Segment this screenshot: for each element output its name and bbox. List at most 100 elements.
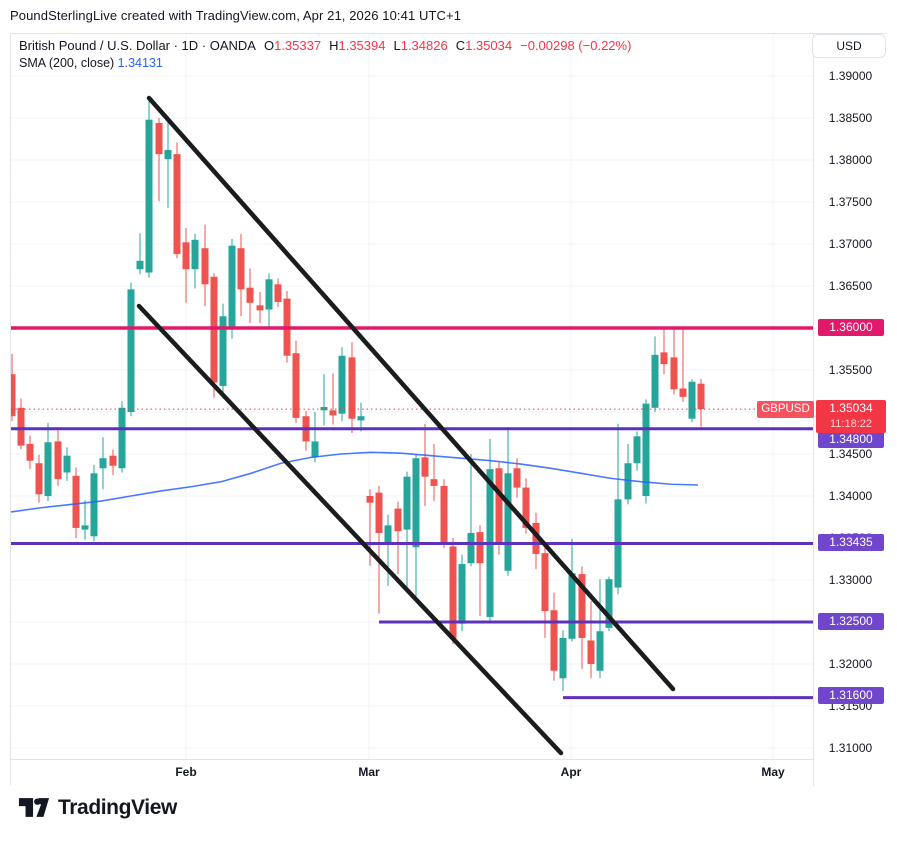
candle (164, 149, 172, 160)
legend-indicator-row: SMA (200, close) 1.34131 (19, 55, 631, 71)
ohlc-open: O1.35337 (263, 38, 322, 53)
month-label-Apr[interactable]: Apr (560, 765, 582, 779)
candle (127, 289, 135, 412)
candle (495, 468, 503, 544)
candle (182, 242, 190, 270)
sma-200-line[interactable] (11, 451, 699, 513)
month-label-Feb[interactable]: Feb (175, 765, 197, 779)
candle (320, 406, 328, 411)
candle (458, 564, 466, 624)
candle (688, 381, 696, 419)
candle (375, 492, 383, 533)
current-price-value: 1.35034 (829, 401, 873, 415)
candle (532, 522, 540, 554)
candle (559, 637, 567, 679)
candle (329, 410, 337, 416)
price-tick: 1.38000 (828, 153, 873, 167)
candle (136, 260, 144, 270)
candle (403, 476, 411, 530)
tradingview-logo[interactable]: TradingView (18, 795, 177, 820)
candle (54, 441, 62, 480)
candle (384, 525, 392, 543)
candle (145, 119, 153, 273)
level-badge-1.34800: 1.34800 (818, 431, 884, 448)
candle (246, 287, 254, 303)
candle (90, 473, 98, 537)
indicator-title[interactable]: SMA (200, close) (19, 56, 115, 70)
price-tick: 1.36500 (828, 279, 873, 293)
candle (11, 374, 16, 417)
candle (155, 123, 163, 155)
candle (311, 441, 319, 458)
candle (642, 403, 650, 496)
symbol-price-tag: GBPUSD (757, 401, 814, 418)
candle (348, 357, 356, 419)
level-badge-1.36000: 1.36000 (818, 319, 884, 336)
candle (26, 443, 34, 461)
tradingview-mark-icon (18, 798, 50, 817)
symbol-title[interactable]: British Pound / U.S. Dollar · 1D · OANDA (19, 38, 256, 53)
candlestick-chart (11, 34, 813, 759)
current-price-badge: 1.35034 11:18:22 (816, 400, 886, 433)
indicator-value: 1.34131 (117, 56, 163, 70)
candle (605, 579, 613, 628)
change-value: −0.00298 (−0.22%) (520, 38, 632, 53)
attribution-header: PoundSterlingLive created with TradingVi… (10, 8, 462, 23)
price-tick: 1.39000 (828, 69, 873, 83)
candle (596, 631, 604, 671)
ohlc-low: L1.34826 (393, 38, 448, 53)
price-tick: 1.33000 (828, 573, 873, 587)
chart-frame: British Pound / U.S. Dollar · 1D · OANDA… (10, 33, 887, 786)
candle (670, 357, 678, 390)
candle (366, 496, 374, 503)
candle (651, 354, 659, 408)
time-axis[interactable]: Feb Mar Apr May (11, 759, 813, 785)
candle (394, 508, 402, 532)
candle (578, 574, 586, 638)
candle (17, 407, 25, 446)
candle (173, 154, 181, 255)
level-badge-1.31600: 1.31600 (818, 687, 884, 704)
price-tick: 1.34500 (828, 447, 873, 461)
candle (81, 525, 89, 530)
candle (338, 355, 346, 414)
tradingview-wordmark: TradingView (58, 795, 177, 819)
candle (63, 455, 71, 473)
candle (228, 245, 236, 329)
candle (522, 487, 530, 528)
level-badge-1.33435: 1.33435 (818, 534, 884, 551)
candle (697, 383, 705, 410)
candle (109, 455, 117, 466)
candle (587, 640, 595, 664)
candle (357, 416, 365, 421)
candle (541, 553, 549, 612)
candle (550, 610, 558, 671)
channel-upper-trendline[interactable] (146, 95, 676, 692)
candle (440, 485, 448, 543)
channel-lower-trendline[interactable] (136, 303, 564, 756)
price-pane[interactable]: British Pound / U.S. Dollar · 1D · OANDA… (11, 34, 813, 759)
candle (624, 463, 632, 500)
candle (467, 532, 475, 564)
candle (660, 352, 668, 365)
price-tick: 1.35500 (828, 363, 873, 377)
currency-unit-button[interactable]: USD (812, 34, 886, 58)
candle (513, 468, 521, 488)
price-tick: 1.32000 (828, 657, 873, 671)
price-axis[interactable]: 1.39000 1.38500 1.38000 1.37500 1.37000 1.365… (813, 34, 887, 786)
candle (274, 284, 282, 302)
candle (72, 475, 80, 528)
candle (99, 458, 107, 469)
price-tick: 1.31000 (828, 741, 873, 755)
ohlc-high: H1.35394 (329, 38, 386, 53)
ohlc-close: C1.35034 (455, 38, 513, 53)
candle (219, 316, 227, 386)
candle (633, 436, 641, 464)
legend-symbol-row: British Pound / U.S. Dollar · 1D · OANDA… (19, 38, 631, 54)
candle (256, 305, 264, 311)
legend: British Pound / U.S. Dollar · 1D · OANDA… (19, 38, 631, 71)
month-label-May[interactable]: May (761, 765, 785, 779)
month-label-Mar[interactable]: Mar (358, 765, 380, 779)
candle (430, 479, 438, 486)
candle (421, 457, 429, 477)
